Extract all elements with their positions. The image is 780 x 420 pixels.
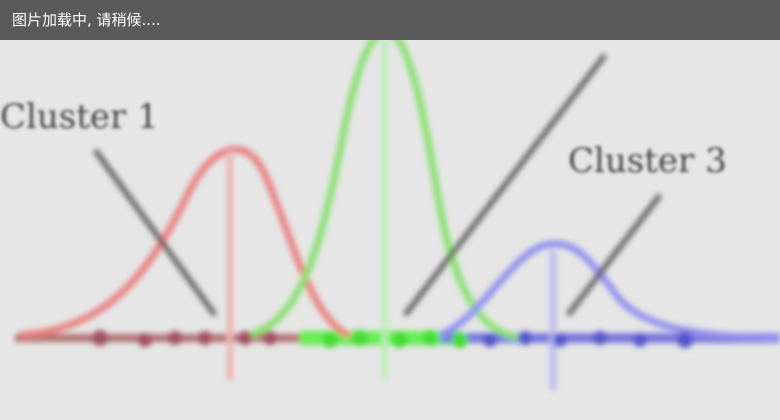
cluster-label: Cluster 3 xyxy=(568,141,727,181)
loading-banner: 图片加载中, 请稍候.... xyxy=(0,0,780,40)
cluster-label: Cluster 1 xyxy=(0,97,159,137)
arrows xyxy=(92,53,662,317)
red-curve xyxy=(19,145,352,340)
green-dots xyxy=(322,330,468,348)
curves xyxy=(15,28,780,390)
red-dots xyxy=(92,330,277,347)
blue-curve xyxy=(438,240,780,342)
blue-dots xyxy=(483,331,693,348)
